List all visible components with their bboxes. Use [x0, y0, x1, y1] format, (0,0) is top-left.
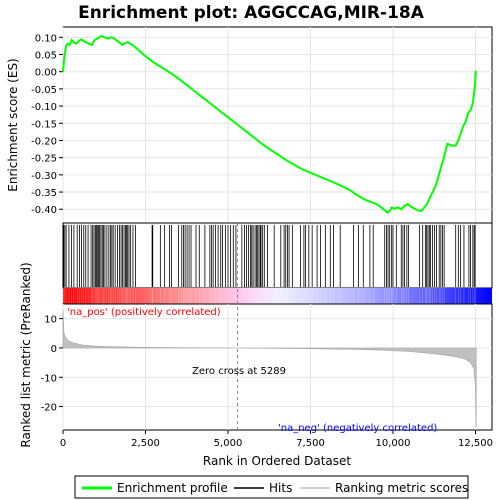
- legend: Enrichment profile Hits Ranking metric s…: [74, 475, 469, 499]
- enrichment-y-tick-label: 0.05: [35, 51, 57, 62]
- rank-color-band: [63, 288, 492, 304]
- legend-frame: [74, 475, 469, 499]
- enrichment-y-tick-label: -0.30: [31, 171, 57, 182]
- ranked-metric-y-ticks: 10 0 -10 -20: [41, 315, 63, 414]
- positive-correlation-label: 'na_pos' (positively correlated): [67, 307, 221, 318]
- hit-markers: [63, 225, 476, 287]
- x-axis-tick-label: 10,000: [376, 438, 411, 449]
- x-axis-tick-label: 5,000: [214, 438, 243, 449]
- x-axis-tick-label: 12,500: [458, 438, 493, 449]
- enrichment-panel: 0.10 0.05 0.00 -0.05 -0.10 -0.15 -0.20 -0.25 -0.…: [6, 26, 493, 224]
- enrichment-panel-frame: [62, 26, 493, 224]
- ranked-metric-y-tick-label: -10: [41, 373, 57, 384]
- ranked-metric-y-tick-label: 10: [44, 315, 57, 326]
- legend-label-ranking-metric: Ranking metric scores: [335, 481, 468, 495]
- enrichment-y-tick-label: -0.25: [31, 154, 57, 165]
- ranked-metric-area: [62, 309, 477, 428]
- enrichment-y-tick-label: -0.40: [31, 205, 57, 216]
- enrichment-y-tick-label: 0.00: [35, 68, 57, 79]
- legend-label-enrichment-profile: Enrichment profile: [117, 481, 228, 495]
- zero-cross-label: Zero cross at 5289: [192, 366, 286, 377]
- x-axis-label: Rank in Ordered Dataset: [203, 454, 351, 468]
- ranked-metric-y-tick-label: 0: [51, 344, 57, 355]
- x-axis-tick-label: 0: [60, 438, 66, 449]
- legend-label-hits: Hits: [269, 481, 292, 495]
- enrichment-y-tick-label: -0.35: [31, 188, 57, 199]
- ranked-metric-panel-frame: [62, 303, 493, 431]
- ranked-metric-y-axis-label: Ranked list metric (PreRanked): [19, 262, 33, 447]
- band-hit-markers: [63, 288, 476, 304]
- hits-panel: [62, 222, 493, 289]
- enrichment-grid: [62, 27, 492, 223]
- x-axis-ticks: 0 2,500 5,000 7,500 10,000 12,500: [60, 430, 493, 449]
- enrichment-y-tick-label: -0.10: [31, 102, 57, 113]
- ranked-metric-panel: 10 0 -10 -20 Ranked list metric (PreRanked)…: [19, 223, 493, 448]
- enrichment-y-tick-label: 0.10: [35, 33, 57, 44]
- enrichment-y-ticks: 0.10 0.05 0.00 -0.05 -0.10 -0.15 -0.20 -0.25 -0.…: [31, 33, 63, 216]
- enrichment-y-tick-label: -0.20: [31, 136, 57, 147]
- hits-panel-frame: [62, 222, 493, 289]
- x-axis-tick-label: 2,500: [131, 438, 160, 449]
- chart-title: Enrichment plot: AGGCCAG,MIR-18A: [78, 3, 425, 23]
- enrichment-y-tick-label: -0.15: [31, 119, 57, 130]
- enrichment-y-tick-label: -0.05: [31, 85, 57, 96]
- enrichment-profile-line: [62, 34, 477, 214]
- negative-correlation-label: 'na_neg' (negatively correlated): [278, 423, 437, 434]
- ranked-metric-y-tick-label: -20: [41, 403, 57, 414]
- enrichment-y-axis-label: Enrichment score (ES): [6, 58, 20, 191]
- x-axis-tick-label: 7,500: [296, 438, 325, 449]
